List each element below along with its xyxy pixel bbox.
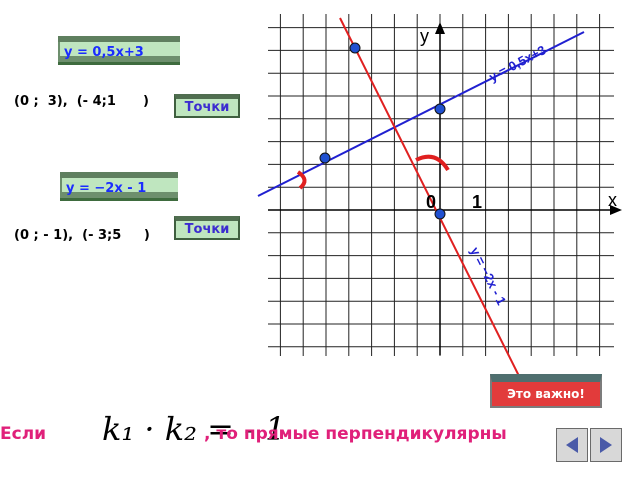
red-line-label: y = −2x - 1 [467,245,509,308]
nav-forward-button[interactable] [590,428,622,462]
points-button-2[interactable]: Точки [174,216,240,240]
points-red-text: (0 ; - 1), (- 3;5 ) [14,228,150,243]
points-button-1[interactable]: Точки [174,94,240,118]
angle-arc-left [296,170,307,190]
unit-label: 1 [472,192,482,212]
equation-blue-text: y = 0,5x+3 [64,44,144,60]
perpendicular-formula: k₁ · k₂ = - 1 [102,410,286,448]
line-blue [257,31,585,197]
nav-back-button[interactable] [556,428,588,462]
point-red-top [349,42,361,54]
conclusion-text: , то прямые перпендикулярны [204,424,507,444]
points-blue-text: (0 ; 3), (- 4;1 ) [14,94,149,109]
point-red-0-minus1 [434,208,446,220]
x-axis-label: x [608,190,617,210]
equation-red-text: y = −2x - 1 [66,180,147,196]
nav-forward-icon [600,437,612,453]
x-axis-arrow-icon [610,205,622,215]
y-axis-arrow-icon [435,22,445,34]
equation-box-blue: y = 0,5x+3 [58,36,180,62]
grid [268,14,614,356]
angle-arc-right [415,154,450,172]
important-button[interactable]: Это важно! [490,374,602,408]
equation-box-red: y = −2x - 1 [60,172,178,198]
nav-back-icon [566,437,578,453]
blue-line-label: y = 0,5x+3 [486,42,548,84]
line-red [339,17,521,379]
point-blue-minus4-1 [319,152,331,164]
origin-label: 0 [426,192,436,212]
y-axis-label: y [420,26,429,46]
if-text: Если [0,424,47,444]
point-blue-0-3 [434,103,446,115]
